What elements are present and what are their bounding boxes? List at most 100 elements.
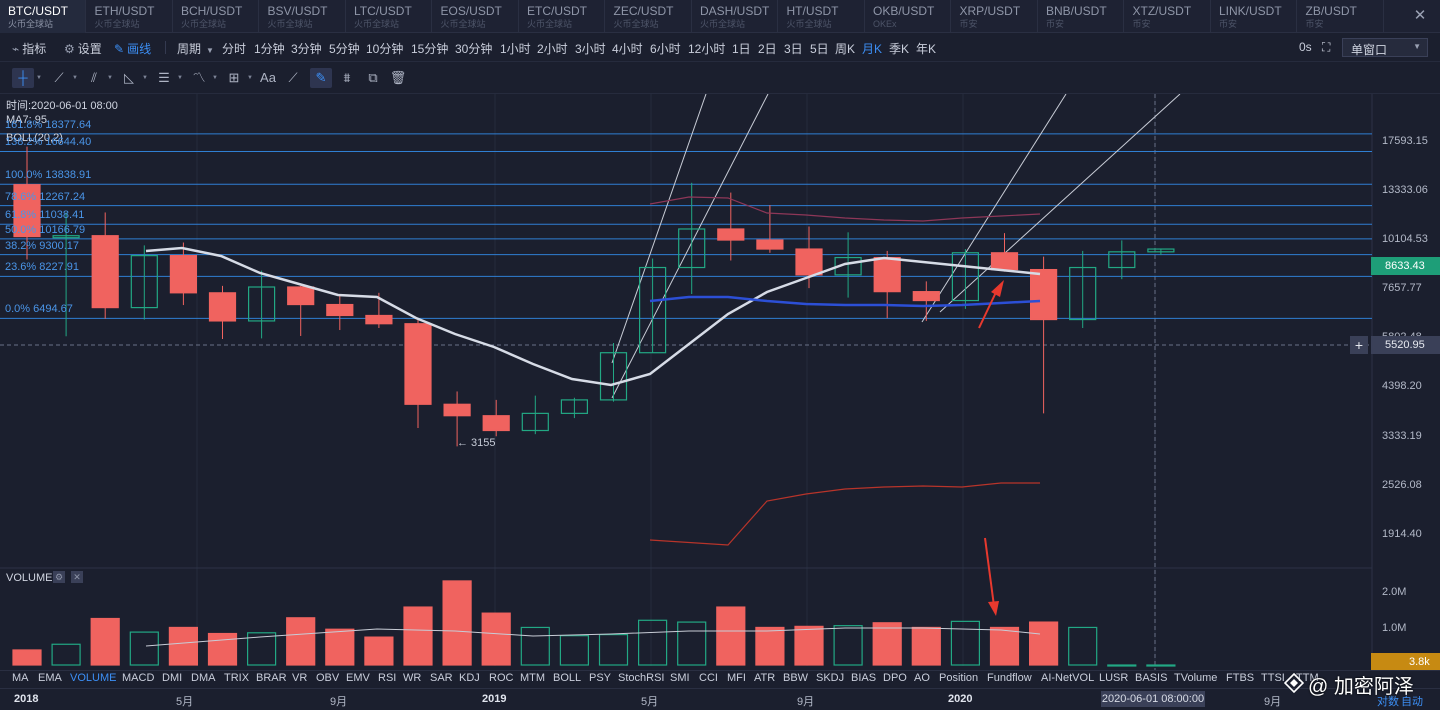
- indicator-fundflow[interactable]: Fundflow: [987, 672, 1032, 684]
- pair-tab-ht-usdt[interactable]: HT/USDT 火币全球站: [779, 0, 865, 33]
- indicator-bbw[interactable]: BBW: [783, 672, 809, 684]
- indicator-dmi[interactable]: DMI: [162, 672, 183, 684]
- indicator-rsi[interactable]: RSI: [378, 672, 397, 684]
- pair-tab-xtz-usdt[interactable]: XTZ/USDT 币安: [1125, 0, 1211, 33]
- indicator-ma[interactable]: MA: [12, 672, 29, 684]
- period-option[interactable]: 月K: [862, 42, 883, 56]
- indicator-vr[interactable]: VR: [292, 672, 308, 684]
- close-pairs-icon[interactable]: ✕: [1413, 7, 1427, 24]
- period-option[interactable]: 3日: [784, 42, 803, 56]
- indicator-bias[interactable]: BIAS: [851, 672, 877, 684]
- pair-tab-dash-usdt[interactable]: DASH/USDT 火币全球站: [692, 0, 778, 33]
- period-option[interactable]: 周K: [835, 42, 856, 56]
- period-option[interactable]: 季K: [889, 42, 910, 56]
- pair-tab-xrp-usdt[interactable]: XRP/USDT 币安: [952, 0, 1038, 33]
- chevron-down-icon[interactable]: ▼: [247, 75, 253, 81]
- add-alert-button[interactable]: +: [1350, 336, 1368, 354]
- indicator-trix[interactable]: TRIX: [224, 672, 250, 684]
- indicator-ai-netvol[interactable]: AI-NetVOL: [1041, 672, 1095, 684]
- crosshair-icon[interactable]: ┼: [12, 68, 34, 88]
- period-option[interactable]: 1小时: [500, 42, 531, 56]
- indicator-ttsi[interactable]: TTSI: [1261, 672, 1285, 684]
- period-option[interactable]: 年K: [916, 42, 937, 56]
- gear-icon[interactable]: ⚙: [53, 571, 65, 583]
- pair-tab-ltc-usdt[interactable]: LTC/USDT 火币全球站: [346, 0, 432, 33]
- indicator-roc[interactable]: ROC: [489, 672, 514, 684]
- indicator-position[interactable]: Position: [939, 672, 979, 684]
- indicator-wr[interactable]: WR: [403, 672, 422, 684]
- indicator-ema[interactable]: EMA: [38, 672, 62, 684]
- period-option[interactable]: 1分钟: [254, 42, 285, 56]
- indicator-tvolume[interactable]: TVolume: [1174, 672, 1218, 684]
- period-option[interactable]: 2小时: [537, 42, 568, 56]
- period-option[interactable]: 分时: [222, 42, 247, 56]
- indicator-atr[interactable]: ATR: [754, 672, 776, 684]
- indicator-volume[interactable]: VOLUME: [70, 672, 117, 684]
- indicator-cci[interactable]: CCI: [699, 672, 718, 684]
- indicator-stochrsi[interactable]: StochRSI: [618, 672, 665, 684]
- chart-area[interactable]: 时间:2020-06-01 08:00 MA7: 95 BOLL(20,2) 1…: [0, 94, 1440, 671]
- pair-tab-bsv-usdt[interactable]: BSV/USDT 火币全球站: [260, 0, 346, 33]
- settings-button[interactable]: ⚙ 设置: [64, 40, 102, 57]
- period-option[interactable]: 12小时: [688, 42, 726, 56]
- pair-tab-bnb-usdt[interactable]: BNB/USDT 币安: [1038, 0, 1124, 33]
- indicator-skdj[interactable]: SKDJ: [816, 672, 845, 684]
- chevron-down-icon[interactable]: ▼: [72, 75, 78, 81]
- indicator-macd[interactable]: MACD: [122, 672, 155, 684]
- measure-icon[interactable]: ⊞: [228, 70, 240, 85]
- period-option[interactable]: 4小时: [612, 42, 643, 56]
- indicator-ao[interactable]: AO: [914, 672, 930, 684]
- indicator-mtm[interactable]: MTM: [520, 672, 546, 684]
- text-icon[interactable]: Aa: [260, 70, 276, 85]
- indicator-dpo[interactable]: DPO: [883, 672, 907, 684]
- indicator-kdj[interactable]: KDJ: [459, 672, 480, 684]
- period-option[interactable]: 30分钟: [455, 42, 493, 56]
- indicator-basis[interactable]: BASIS: [1135, 672, 1168, 684]
- chevron-down-icon[interactable]: ▼: [177, 75, 183, 81]
- indicator-lusr[interactable]: LUSR: [1099, 672, 1129, 684]
- indicator-psy[interactable]: PSY: [589, 672, 612, 684]
- chevron-down-icon[interactable]: ▼: [36, 75, 42, 81]
- pair-tab-link-usdt[interactable]: LINK/USDT 币安: [1211, 0, 1297, 33]
- log-scale-toggle[interactable]: 对数: [1377, 696, 1399, 708]
- indicator-obv[interactable]: OBV: [316, 672, 340, 684]
- pair-tab-eth-usdt[interactable]: ETH/USDT 火币全球站: [87, 0, 173, 33]
- period-option[interactable]: 5分钟: [329, 42, 360, 56]
- chevron-down-icon[interactable]: ▼: [142, 75, 148, 81]
- period-option[interactable]: 10分钟: [366, 42, 404, 56]
- indicator-sar[interactable]: SAR: [430, 672, 453, 684]
- horizontal-line-icon[interactable]: ☰: [158, 70, 170, 85]
- pair-tab-bch-usdt[interactable]: BCH/USDT 火币全球站: [173, 0, 259, 33]
- candlestick-chart[interactable]: [0, 94, 1440, 670]
- period-dropdown[interactable]: 周期 ▼: [177, 40, 214, 57]
- indicator-boll[interactable]: BOLL: [553, 672, 582, 684]
- period-option[interactable]: 3小时: [575, 42, 606, 56]
- pair-tab-eos-usdt[interactable]: EOS/USDT 火币全球站: [433, 0, 519, 33]
- trash-icon[interactable]: 🗑: [389, 70, 407, 85]
- fib-retracement-icon[interactable]: ◺: [124, 70, 134, 85]
- period-option[interactable]: 2日: [758, 42, 777, 56]
- chevron-down-icon[interactable]: ▼: [212, 75, 218, 81]
- trend-line-icon[interactable]: ⟋: [54, 70, 64, 85]
- period-option[interactable]: 6小时: [650, 42, 681, 56]
- draw-button[interactable]: ✎ 画线: [114, 40, 151, 57]
- draw-lock-icon[interactable]: ✎: [310, 68, 332, 88]
- copy-icon[interactable]: ⧉: [368, 70, 378, 85]
- period-option[interactable]: 5日: [810, 42, 829, 56]
- wave-icon[interactable]: 〽: [192, 70, 206, 85]
- fullscreen-icon[interactable]: ⛶: [1322, 40, 1331, 54]
- window-mode-select[interactable]: 单窗口 ▼: [1342, 38, 1428, 57]
- indicator-dma[interactable]: DMA: [191, 672, 216, 684]
- chevron-down-icon[interactable]: ▼: [107, 75, 113, 81]
- pair-tab-okb-usdt[interactable]: OKB/USDT OKEx: [865, 0, 951, 33]
- pair-tab-zec-usdt[interactable]: ZEC/USDT 火币全球站: [606, 0, 692, 33]
- parallel-channel-icon[interactable]: ⫽: [91, 70, 97, 85]
- indicator-button[interactable]: ⌁ 指标: [12, 40, 46, 57]
- ruler-icon[interactable]: ⟋: [288, 70, 298, 85]
- pair-tab-btc-usdt[interactable]: BTC/USDT 火币全球站: [0, 0, 86, 33]
- auto-scale-toggle[interactable]: 自动: [1401, 696, 1423, 708]
- pair-tab-zb-usdt[interactable]: ZB/USDT 币安: [1298, 0, 1384, 33]
- indicator-smi[interactable]: SMI: [670, 672, 690, 684]
- indicator-emv[interactable]: EMV: [346, 672, 370, 684]
- indicator-ftbs[interactable]: FTBS: [1226, 672, 1255, 684]
